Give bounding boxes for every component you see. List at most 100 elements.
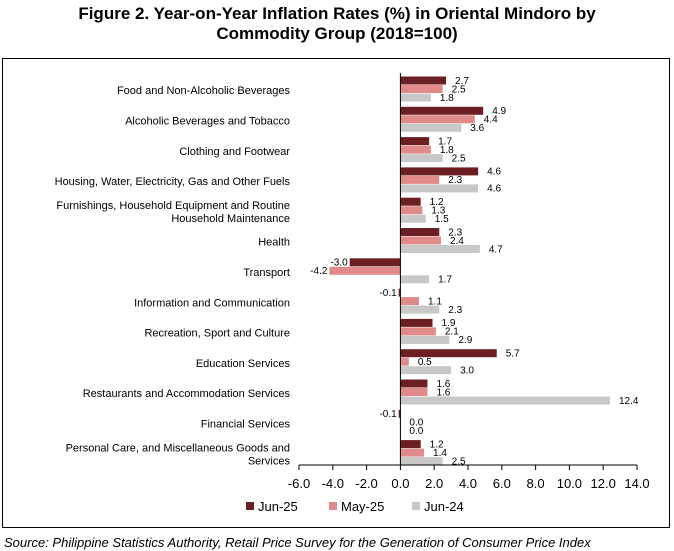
value-label-jun-24-12: 2.5 [452, 456, 466, 467]
category-label-10-0: Restaurants and Accommodation Services [83, 388, 291, 400]
x-tick-label-9: 12.0 [591, 476, 616, 491]
legend-swatch-jun-24 [412, 502, 420, 510]
x-tick-label-0: -6.0 [288, 476, 310, 491]
value-label-jun-25-7: -0.1 [379, 288, 397, 299]
bar-jun-25-3 [400, 167, 479, 176]
category-label-3-0: Housing, Water, Electricity, Gas and Oth… [55, 176, 291, 188]
x-tick-label-5: 4.0 [459, 476, 477, 491]
bar-may-25-5 [400, 236, 441, 245]
category-label-1-0: Alcoholic Beverages and Tobacco [125, 115, 290, 127]
bar-jun-25-5 [400, 228, 440, 236]
value-label-may-25-7: 1.1 [428, 296, 442, 307]
value-label-jun-24-6: 1.7 [438, 275, 452, 286]
x-tick-label-4: 2.0 [425, 476, 443, 491]
category-label-2-0: Clothing and Footwear [179, 146, 290, 158]
category-label-7-0: Information and Communication [134, 297, 290, 309]
value-label-jun-24-4: 1.5 [435, 214, 449, 225]
bar-may-25-6 [329, 266, 401, 275]
legend-label-may-25: May-25 [341, 499, 384, 514]
bar-may-25-7 [400, 297, 419, 306]
value-label-jun-24-3: 4.6 [487, 184, 501, 195]
value-label-jun-25-10: 1.6 [436, 379, 450, 390]
bar-jun-24-0 [400, 93, 431, 102]
value-label-jun-24-11: 0.0 [409, 426, 423, 437]
value-label-may-25-8: 2.1 [445, 327, 459, 338]
value-label-jun-25-0: 2.7 [455, 76, 469, 87]
value-label-may-25-5: 2.4 [450, 236, 464, 247]
value-label-jun-25-11: -0.1 [379, 409, 397, 420]
bar-jun-25-0 [400, 76, 447, 85]
x-tick-label-2: -2.0 [355, 476, 377, 491]
bar-jun-24-10 [400, 396, 610, 405]
x-tick-label-10: 14.0 [624, 476, 649, 491]
value-label-may-25-6: -4.2 [310, 266, 328, 277]
bar-jun-24-4 [400, 214, 426, 223]
value-label-may-25-2: 1.8 [440, 145, 454, 156]
x-tick-label-7: 8.0 [527, 476, 545, 491]
value-label-jun-25-8: 1.9 [442, 318, 456, 329]
bar-jun-24-12 [400, 457, 443, 466]
value-label-jun-24-1: 3.6 [470, 123, 484, 134]
value-label-jun-24-10: 12.4 [619, 396, 639, 407]
value-label-jun-24-7: 2.3 [448, 305, 462, 316]
bar-may-25-0 [400, 85, 443, 93]
bar-jun-25-10 [400, 379, 428, 388]
value-label-may-25-10: 1.6 [436, 387, 450, 398]
bar-jun-25-4 [400, 197, 421, 206]
bar-jun-24-7 [400, 305, 440, 314]
bar-may-25-8 [400, 327, 436, 336]
bar-may-25-2 [400, 145, 431, 154]
category-label-12-0: Personal Care, and Miscellaneous Goods a… [66, 442, 290, 454]
bar-jun-25-12 [400, 440, 421, 449]
bar-may-25-12 [400, 448, 425, 457]
value-label-jun-25-1: 4.9 [492, 106, 506, 117]
value-label-may-25-1: 4.4 [484, 115, 498, 126]
value-label-jun-24-9: 3.0 [460, 366, 474, 377]
bar-jun-25-1 [400, 106, 484, 115]
value-label-jun-25-3: 4.6 [487, 167, 501, 178]
x-tick-label-8: 10.0 [557, 476, 582, 491]
bar-may-25-3 [400, 175, 440, 184]
bar-jun-25-2 [400, 137, 430, 146]
value-label-jun-25-4: 1.2 [430, 197, 444, 208]
value-label-may-25-9: 0.5 [418, 357, 432, 368]
value-label-jun-24-0: 1.8 [440, 93, 454, 104]
value-label-jun-24-2: 2.5 [452, 153, 466, 164]
value-label-jun-25-5: 2.3 [448, 227, 462, 238]
value-label-jun-24-5: 4.7 [489, 244, 503, 255]
value-label-jun-25-2: 1.7 [438, 136, 452, 147]
chart-title-line-1: Figure 2. Year-on-Year Inflation Rates (… [78, 4, 596, 23]
value-label-may-25-3: 2.3 [448, 175, 462, 186]
category-label-0-0: Food and Non-Alcoholic Beverages [117, 85, 291, 97]
bar-jun-24-5 [400, 245, 480, 253]
source-note: Source: Philippine Statistics Authority,… [4, 535, 591, 550]
bar-may-25-1 [400, 115, 475, 124]
category-label-9-0: Education Services [196, 358, 291, 370]
bar-jun-24-3 [400, 184, 479, 193]
bar-may-25-10 [400, 388, 428, 396]
x-tick-label-3: 0.0 [391, 476, 409, 491]
legend-swatch-jun-25 [246, 502, 254, 510]
bar-jun-24-6 [400, 275, 430, 284]
value-label-jun-25-6: -3.0 [330, 258, 348, 269]
bar-jun-25-8 [400, 318, 433, 327]
bar-jun-25-6 [349, 258, 401, 267]
value-label-may-25-12: 1.4 [433, 448, 447, 459]
bar-jun-25-11 [398, 409, 401, 418]
bar-jun-24-1 [400, 123, 462, 132]
bar-may-25-4 [400, 206, 423, 215]
category-label-6-0: Transport [243, 267, 290, 279]
bar-jun-24-2 [400, 154, 443, 163]
chart-title-line-2: Commodity Group (2018=100) [216, 24, 458, 43]
value-label-may-25-4: 1.3 [431, 206, 445, 217]
x-tick-label-1: -4.0 [322, 476, 344, 491]
legend-label-jun-25: Jun-25 [258, 499, 298, 514]
value-label-may-25-11: 0.0 [409, 418, 423, 429]
bar-jun-24-9 [400, 366, 452, 375]
chart-frame: 2.7 2.5 1.8 Food and Non-Alcoholic Beverage… [2, 58, 670, 528]
bar-jun-24-8 [400, 335, 450, 344]
category-label-8-0: Recreation, Sport and Culture [144, 328, 290, 340]
x-tick-label-6: 6.0 [493, 476, 511, 491]
category-label-12-1: Services [248, 455, 291, 467]
category-label-4-1: Household Maintenance [171, 213, 290, 225]
